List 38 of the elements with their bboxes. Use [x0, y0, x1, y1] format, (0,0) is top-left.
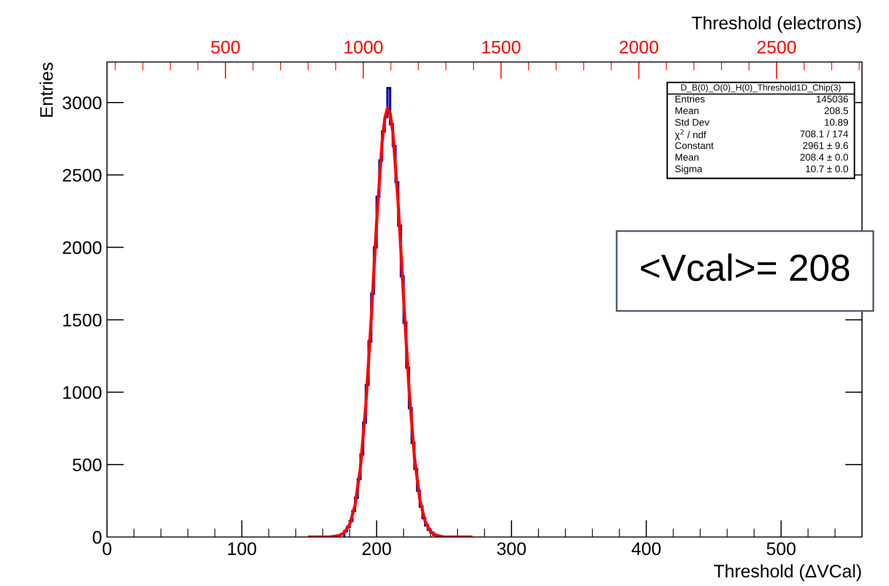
annotation: χ$^{2}$ / ndf	[674, 129, 706, 140]
annotation: Mean	[676, 107, 698, 114]
y-tick-label: 1500	[63, 314, 102, 326]
annotation: Constant	[675, 142, 714, 150]
annotation: 2961 ± 9.6	[803, 142, 848, 150]
annotation: Sigma	[675, 165, 702, 174]
x2-tick-label: 500	[211, 40, 240, 54]
annotation: 10.7 ± 0.0	[806, 165, 848, 172]
x-tick-label: 100	[228, 542, 256, 556]
x-tick-label: 200	[362, 542, 391, 556]
annotation: Std Dev	[675, 118, 710, 126]
annotation: 708.1 / 174	[800, 130, 848, 138]
annotation: D_B(0)_O(0)_H(0)_Threshold1D_Chip(3)	[681, 84, 841, 92]
x-axis-title: Threshold (ΔVCal)	[714, 564, 861, 582]
x2-axis-title: Threshold (electrons)	[692, 16, 861, 33]
x2-tick-label: 1500	[482, 40, 520, 54]
annotation: 145036	[816, 96, 848, 102]
y-tick-label: 2500	[62, 168, 102, 182]
y-tick-label: 1000	[63, 386, 102, 399]
x2-tick-label: 2000	[620, 40, 658, 54]
x2-tick-label: 2500	[757, 40, 796, 54]
annotation: Entries	[676, 95, 705, 102]
x-tick-label: 0	[102, 542, 112, 556]
annotation: 208.5	[824, 107, 848, 114]
y-tick-label: 2000	[62, 241, 102, 254]
line-series	[308, 106, 473, 537]
annotation: Mean	[676, 154, 698, 161]
y-tick-label: 3000	[62, 96, 102, 110]
y-tick-label: 500	[72, 458, 102, 472]
x-tick-label: 400	[632, 542, 661, 556]
annotation: 10.89	[824, 118, 848, 126]
annotation: <Vcal>= 208	[641, 254, 850, 282]
x-tick-label: 500	[766, 542, 796, 556]
y-axis-title: Entries	[40, 62, 53, 117]
x-tick-label: 300	[497, 542, 526, 556]
annotation: 208.4 ± 0.0	[800, 154, 848, 161]
x2-tick-label: 1000	[344, 40, 383, 54]
y-tick-label: 0	[92, 530, 102, 544]
